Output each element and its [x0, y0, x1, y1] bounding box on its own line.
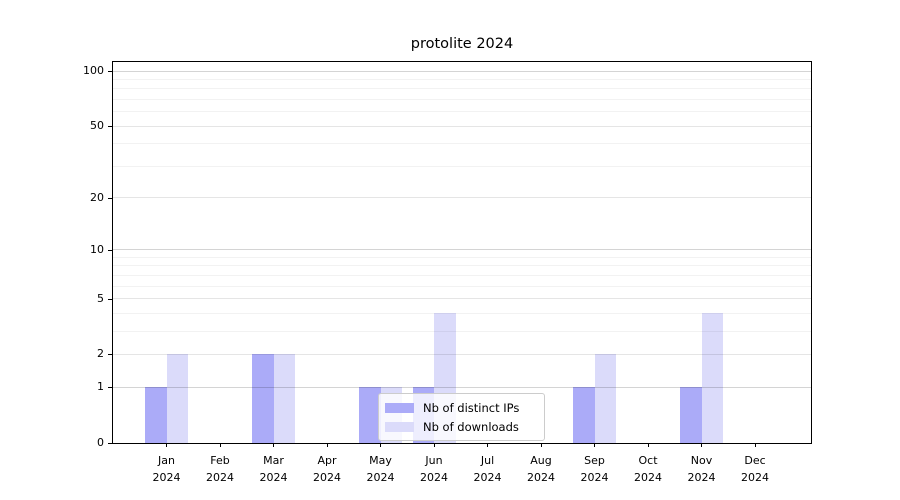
x-tick-dec-2024: [754, 443, 756, 447]
x-tick-aug-2024: [540, 443, 542, 447]
legend-swatch-distinct-ips: [385, 402, 414, 413]
bar-distinct-ips-may-2024: [359, 387, 381, 443]
gridline-y-9: [113, 256, 811, 258]
y-tick-label-10: 10: [90, 242, 104, 256]
gridline-y-4: [113, 312, 811, 314]
y-tick-label-20: 20: [90, 190, 104, 204]
legend-swatch-downloads: [385, 421, 414, 432]
grid-layer: [113, 62, 811, 443]
gridline-y-7: [113, 274, 811, 276]
legend: Nb of distinct IPs Nb of downloads: [378, 393, 545, 441]
x-tick-label-may-2024: May 2024: [366, 454, 395, 484]
y-tick-label-5: 5: [97, 291, 104, 305]
y-tick-label-0: 0: [97, 436, 104, 449]
y-tick-1: [108, 387, 112, 389]
gridline-y-40: [113, 143, 811, 145]
gridline-y-60: [113, 111, 811, 113]
plot-area: Nb of distinct IPs Nb of downloads: [112, 61, 812, 444]
y-tick-label-100: 100: [83, 64, 104, 78]
x-tick-feb-2024: [219, 443, 221, 447]
bar-distinct-ips-mar-2024: [252, 354, 274, 443]
x-tick-label-jun-2024: Jun 2024: [420, 454, 448, 484]
x-tick-jun-2024: [433, 443, 435, 447]
x-tick-jul-2024: [487, 443, 488, 447]
x-tick-label-feb-2024: Feb 2024: [206, 454, 234, 484]
gridline-y-30: [113, 165, 811, 167]
legend-label-distinct-ips: Nb of distinct IPs: [423, 400, 520, 415]
y-tick-label-2: 2: [97, 347, 104, 361]
x-tick-label-aug-2024: Aug 2024: [527, 454, 555, 484]
gridline-y-8: [113, 265, 811, 267]
gridline-y-70: [113, 98, 811, 100]
bar-downloads-sep-2024: [594, 354, 616, 443]
x-tick-label-jul-2024: Jul 2024: [473, 454, 502, 484]
y-tick-label-1: 1: [97, 380, 104, 394]
y-tick-20: [108, 197, 112, 199]
legend-item-downloads: Nb of downloads: [385, 421, 538, 433]
chart-title: protolite 2024: [410, 36, 514, 52]
gridline-y-20: [113, 197, 811, 199]
x-tick-mar-2024: [273, 443, 274, 447]
x-tick-label-dec-2024: Dec 2024: [741, 454, 769, 484]
gridline-y-2: [113, 353, 811, 355]
gridline-y-6: [113, 285, 811, 287]
x-tick-label-sep-2024: Sep 2024: [580, 454, 609, 484]
gridline-y-1: [113, 386, 811, 388]
gridline-y-50: [113, 125, 811, 127]
x-tick-nov-2024: [701, 443, 702, 447]
gridline-y-5: [113, 298, 811, 300]
x-tick-apr-2024: [326, 443, 328, 447]
gridline-y-10: [113, 249, 811, 251]
bar-downloads-mar-2024: [273, 354, 295, 443]
y-tick-5: [108, 298, 112, 300]
legend-label-downloads: Nb of downloads: [423, 419, 519, 434]
gridline-y-80: [113, 88, 811, 90]
y-tick-50: [108, 126, 112, 128]
y-tick-2: [108, 354, 112, 356]
x-tick-label-apr-2024: Apr 2024: [313, 454, 341, 484]
y-tick-10: [108, 249, 112, 251]
bar-distinct-ips-sep-2024: [573, 387, 595, 443]
y-tick-0: [108, 443, 112, 444]
bar-distinct-ips-nov-2024: [680, 387, 702, 443]
x-tick-label-mar-2024: Mar 2024: [259, 454, 288, 484]
legend-item-distinct-ips: Nb of distinct IPs: [385, 402, 538, 414]
gridline-y-90: [113, 78, 811, 80]
bar-distinct-ips-jan-2024: [145, 387, 167, 443]
x-tick-label-nov-2024: Nov 2024: [687, 454, 716, 484]
x-tick-oct-2024: [647, 443, 649, 447]
bar-downloads-nov-2024: [701, 313, 723, 443]
y-tick-100: [108, 71, 112, 73]
x-tick-sep-2024: [594, 443, 595, 447]
x-tick-label-oct-2024: Oct 2024: [634, 454, 662, 484]
bar-downloads-jan-2024: [166, 354, 188, 443]
gridline-y-100: [113, 70, 811, 72]
y-tick-label-50: 50: [90, 119, 104, 133]
x-tick-jan-2024: [166, 443, 167, 447]
x-tick-may-2024: [380, 443, 381, 447]
x-tick-label-jan-2024: Jan 2024: [152, 454, 181, 484]
gridline-y-3: [113, 330, 811, 332]
